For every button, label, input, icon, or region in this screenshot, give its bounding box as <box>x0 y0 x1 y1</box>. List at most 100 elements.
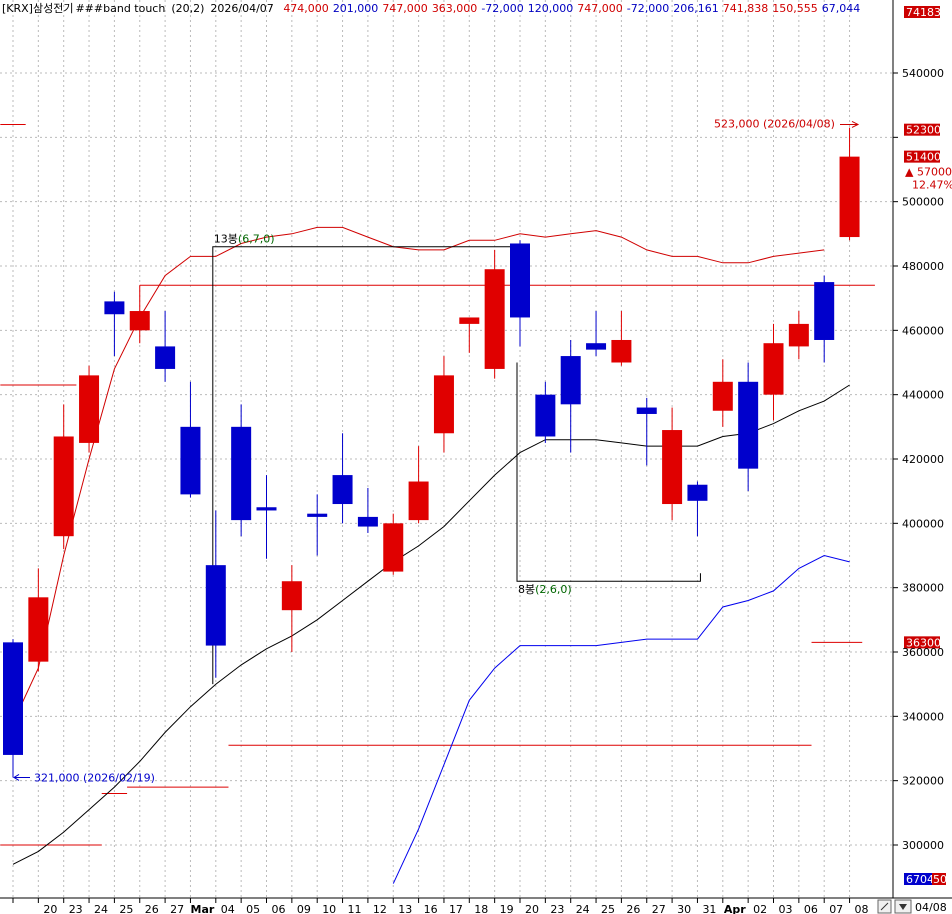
candle <box>383 513 404 575</box>
candle <box>814 275 835 363</box>
x-tick-label: 27 <box>652 903 666 914</box>
candle <box>180 381 201 498</box>
x-tick-label: 23 <box>550 903 564 914</box>
candle-body <box>205 565 226 646</box>
x-tick-label: 24 <box>576 903 590 914</box>
x-tick-label: 27 <box>170 903 184 914</box>
candle-body <box>155 346 176 369</box>
candle <box>560 339 581 453</box>
indicator-header: [KRX]삼성전기 ###band touch (20,2) 2026/04/07 4… <box>2 2 860 15</box>
candle <box>408 446 429 524</box>
x-tick-label: 06 <box>804 903 818 914</box>
x-tick-label: 12 <box>373 903 387 914</box>
candle <box>788 311 809 360</box>
x-tick-label: 30 <box>677 903 691 914</box>
candle <box>459 317 480 353</box>
candle <box>205 510 226 678</box>
header-value: 474,000 <box>283 2 329 15</box>
x-tick-label: 19 <box>500 903 514 914</box>
header-value: 741,838 <box>723 2 769 15</box>
middle-band-line <box>12 384 850 865</box>
candle-body <box>535 394 556 437</box>
x-tick-label: 04 <box>221 903 235 914</box>
candle-body <box>281 581 302 611</box>
candle-body <box>712 381 733 411</box>
x-tick-label: 25 <box>119 903 133 914</box>
candle-body <box>180 426 201 495</box>
x-tick-label: 18 <box>474 903 488 914</box>
x-axis-ticks: 20 23 24 25 26 27 Mar 04 05 06 09 10 11 12 13 16 17 18 19 2… <box>12 898 869 914</box>
zoom-icon[interactable] <box>877 899 892 914</box>
candle-body <box>408 481 429 521</box>
candle <box>535 381 556 443</box>
candle <box>3 639 23 778</box>
x-tick-label: 02 <box>753 903 767 914</box>
candle <box>839 127 860 241</box>
header-value: 150,555 <box>772 2 818 15</box>
y-tick-label: 440000 <box>902 389 944 402</box>
price-tag-bottom-bg <box>904 873 940 885</box>
candle <box>662 407 683 521</box>
y-tick-label: 420000 <box>902 453 944 466</box>
candle-body <box>611 339 632 363</box>
candle-body <box>383 523 404 572</box>
price-tag-close-bg <box>904 150 940 163</box>
header-date: 2026/04/07 <box>210 2 273 15</box>
x-tick-last: 04/08 <box>915 901 947 914</box>
candle <box>104 291 125 357</box>
candle <box>53 404 74 550</box>
x-tick-label: 20 <box>43 903 57 914</box>
scroll-down-icon[interactable] <box>894 899 912 914</box>
price-tag-363: 363000 <box>906 636 948 649</box>
upper-band-line <box>139 226 825 318</box>
candle-body <box>687 484 708 501</box>
header-value: 747,000 <box>577 2 623 15</box>
candle <box>79 365 100 453</box>
candle-body <box>28 597 49 662</box>
candle-body <box>738 381 759 469</box>
bracket-line <box>516 362 701 582</box>
x-tick-label: 16 <box>424 903 438 914</box>
symbol-name: [KRX]삼성전기 <box>2 2 73 15</box>
candle-body <box>231 426 252 521</box>
header-value: 201,000 <box>333 2 379 15</box>
candle <box>357 487 378 533</box>
price-annotations: 523,000 (2026/04/08) 321,000 (2026/02/19)… <box>13 6 952 886</box>
y-tick-label: 380000 <box>902 582 944 595</box>
price-tag-top-bg <box>904 6 940 18</box>
candle <box>433 356 454 453</box>
price-tag-bottom-tail-bg <box>932 873 946 885</box>
x-tick-label: 20 <box>525 903 539 914</box>
candle-body <box>814 282 835 340</box>
candle <box>484 249 505 379</box>
bracket-label: 8봉(2,6,0) <box>518 583 572 596</box>
candle-body <box>459 317 480 324</box>
lower-band-line <box>392 554 850 884</box>
y-tick-label: 500000 <box>902 196 944 209</box>
low-arrow-icon <box>13 774 30 781</box>
candle-body <box>3 642 23 755</box>
header-value: 206,161 <box>673 2 719 15</box>
header-value: 363,000 <box>432 2 478 15</box>
upper-band-line-early <box>12 317 141 723</box>
bracket-detail: (6,7,0) <box>238 233 275 246</box>
y-tick-label: 340000 <box>902 710 944 723</box>
x-tick-label: 23 <box>69 903 83 914</box>
candle-body <box>560 356 581 405</box>
bracket-count: 8봉 <box>518 583 535 596</box>
header-value: -72,000 <box>627 2 669 15</box>
candle-body <box>839 156 860 238</box>
indicator-params: (20,2) <box>171 2 204 15</box>
high-price-label: 523,000 (2026/04/08) <box>714 118 835 131</box>
candles <box>3 127 860 778</box>
x-tick-label: 03 <box>779 903 793 914</box>
candle-body <box>307 513 328 517</box>
y-tick-label: 360000 <box>902 646 944 659</box>
candle-body <box>104 301 125 315</box>
y-tick-label: 460000 <box>902 324 944 337</box>
price-tag-top: 741838 <box>906 6 948 19</box>
candle-body <box>129 311 150 331</box>
candle-body <box>433 375 454 434</box>
x-tick-label: Apr <box>724 903 746 914</box>
